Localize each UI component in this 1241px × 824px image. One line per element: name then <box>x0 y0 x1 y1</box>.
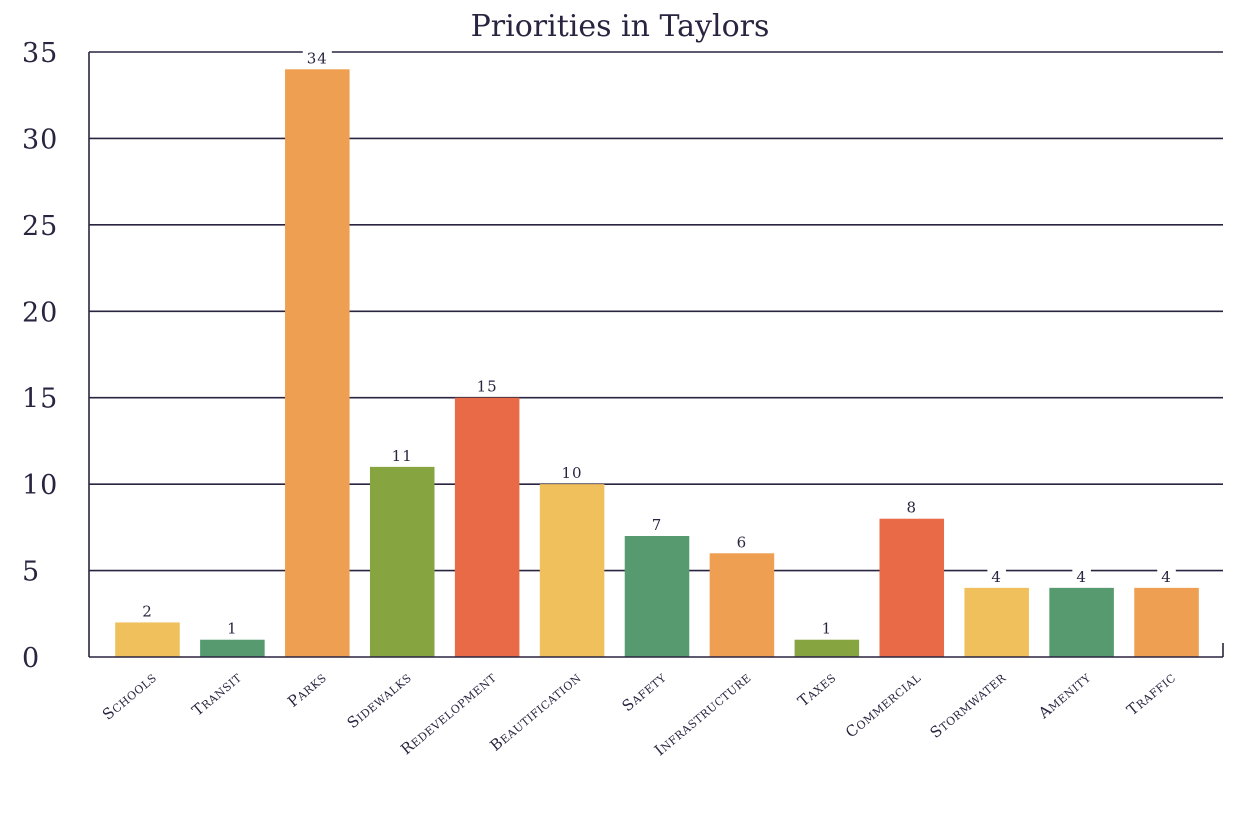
x-tick-label-amenity: Amenity <box>1034 668 1094 723</box>
axes <box>88 52 1224 658</box>
data-label-safety: 7 <box>652 516 663 534</box>
bar-parks <box>285 69 350 658</box>
bar-infrastructure <box>709 553 775 657</box>
data-label-bg <box>138 603 157 620</box>
data-label-transit: 1 <box>227 620 238 638</box>
data-label-infrastructure: 6 <box>737 533 748 551</box>
gridlines <box>89 51 1223 572</box>
data-label-bg <box>387 447 417 464</box>
data-label-bg <box>557 465 587 482</box>
data-label-bg <box>302 50 332 67</box>
data-label-redevelopment: 15 <box>477 378 498 396</box>
data-label-bg <box>817 620 837 637</box>
data-label-bg <box>987 568 1006 585</box>
y-tick-label: 25 <box>22 211 58 242</box>
y-tick-label: 5 <box>22 557 40 588</box>
bar-stormwater <box>964 587 1029 657</box>
bar-redevelopment <box>454 397 520 657</box>
y-tick-label: 35 <box>22 38 58 69</box>
bar-traffic <box>1134 587 1199 657</box>
x-tick-label-traffic: Traffic <box>1123 668 1179 719</box>
y-tick-label: 20 <box>22 297 58 328</box>
data-label-bg <box>732 534 752 551</box>
x-tick-label-schools: Schools <box>99 668 160 723</box>
y-tick-label: 10 <box>22 470 58 501</box>
x-tick-label-taxes: Taxes <box>794 668 839 710</box>
bar-schools <box>115 622 180 657</box>
data-label-bg <box>647 517 667 533</box>
bar-taxes <box>794 639 860 657</box>
y-tick-label: 0 <box>22 643 40 674</box>
y-tick-label: 30 <box>22 124 58 155</box>
bar-sidewalks <box>369 466 435 657</box>
data-label-stormwater: 4 <box>991 568 1002 586</box>
data-label-bg <box>902 499 922 516</box>
chart-title: Priorities in Taylors <box>471 9 770 44</box>
x-tick-label-sidewalks: Sidewalks <box>344 668 415 732</box>
data-label-bg <box>472 378 502 395</box>
bars <box>115 69 1199 658</box>
data-label-bg <box>1072 568 1091 585</box>
data-label-sidewalks: 11 <box>392 447 413 465</box>
data-label-bg <box>1157 568 1176 585</box>
data-label-commercial: 8 <box>906 499 917 517</box>
bar-commercial <box>879 518 945 657</box>
x-axis-ticks: Schools Transit Parks SidewalksRedevelopmen… <box>99 668 1179 759</box>
y-tick-label: 15 <box>22 384 58 415</box>
data-label-amenity: 4 <box>1076 568 1087 586</box>
x-tick-label-stormwater: Stormwater <box>926 668 1009 742</box>
data-labels: 2 1 34 11 15 10 7 6 1 8 4 4 4 <box>138 49 1176 638</box>
data-label-beautification: 10 <box>562 464 583 482</box>
x-tick-label-parks: Parks <box>284 668 330 710</box>
data-label-schools: 2 <box>142 602 153 620</box>
x-tick-label-transit: Transit <box>189 668 246 720</box>
bar-transit <box>200 639 265 657</box>
x-tick-label-safety: Safety <box>619 668 670 715</box>
y-axis-ticks: 0 5 10 15 20 25 30 35 <box>22 38 58 674</box>
bar-beautification <box>539 484 605 657</box>
data-label-parks: 34 <box>307 49 328 67</box>
data-label-bg <box>223 620 242 637</box>
bar-safety <box>624 536 690 657</box>
bar-amenity <box>1049 587 1114 657</box>
data-label-traffic: 4 <box>1161 568 1172 586</box>
data-label-taxes: 1 <box>822 620 833 638</box>
x-tick-label-beautification: Beautification <box>487 668 585 754</box>
x-tick-label-commercial: Commercial <box>842 668 924 741</box>
